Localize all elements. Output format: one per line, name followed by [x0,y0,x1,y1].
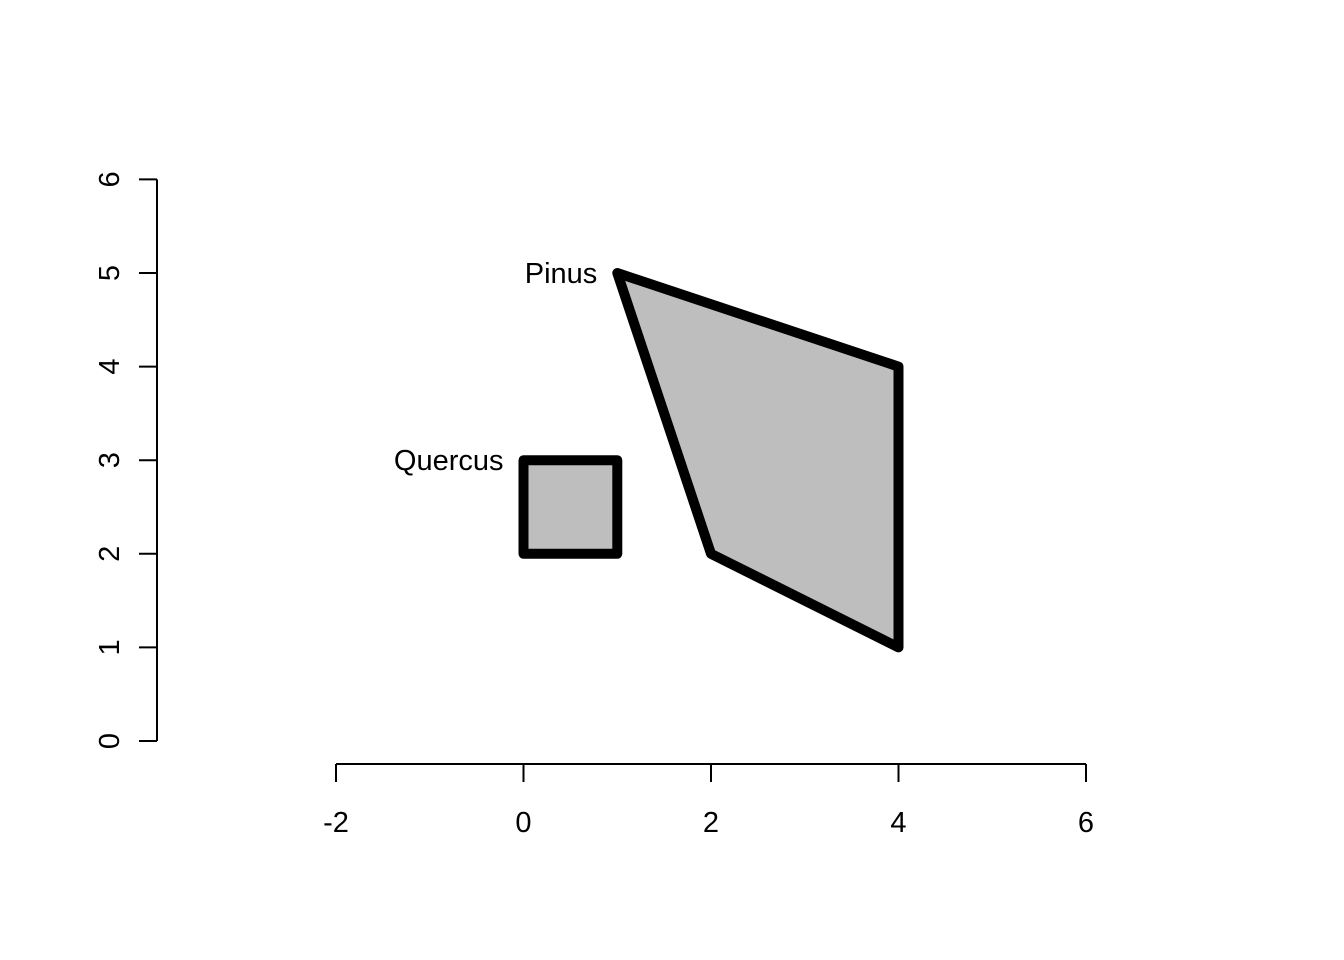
y-tick-label: 3 [94,452,126,468]
y-tick-label: 5 [94,265,126,281]
x-tick-label: 2 [703,807,719,839]
polygon-label-quercus: Quercus [394,445,504,477]
x-tick-label: 4 [890,807,906,839]
x-tick-label: 0 [515,807,531,839]
x-tick-label: -2 [323,807,349,839]
polygon-quercus [518,455,623,559]
y-tick-label: 6 [94,171,126,187]
x-axis: -2 0 2 4 6 [323,763,1094,839]
y-axis: 0 1 2 3 4 5 6 [94,171,158,749]
y-tick-label: 1 [94,639,126,655]
x-tick-label: 6 [1078,807,1094,839]
polygons-layer [518,268,904,653]
y-tick-label: 2 [94,546,126,562]
y-tick-label: 0 [94,733,126,749]
polygon-labels: Quercus Pinus [394,258,597,477]
polygon-label-pinus: Pinus [525,258,598,290]
y-tick-label: 4 [94,359,126,375]
polygon-pinus [612,268,904,653]
